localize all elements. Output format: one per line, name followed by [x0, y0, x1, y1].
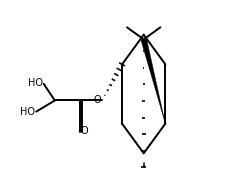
- Text: HO: HO: [20, 107, 35, 117]
- Text: O: O: [93, 96, 100, 105]
- Text: HO: HO: [28, 78, 43, 88]
- Text: O: O: [80, 126, 88, 136]
- Polygon shape: [140, 39, 165, 124]
